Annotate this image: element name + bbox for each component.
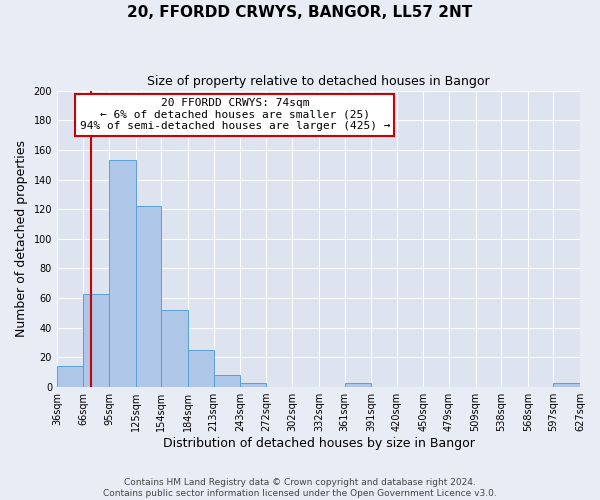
Bar [83, 294, 109, 387]
Bar [136, 206, 161, 387]
Bar [57, 366, 83, 387]
X-axis label: Distribution of detached houses by size in Bangor: Distribution of detached houses by size … [163, 437, 475, 450]
Title: Size of property relative to detached houses in Bangor: Size of property relative to detached ho… [147, 75, 490, 88]
Text: 20, FFORDD CRWYS, BANGOR, LL57 2NT: 20, FFORDD CRWYS, BANGOR, LL57 2NT [127, 5, 473, 20]
Bar [240, 382, 266, 387]
Bar [109, 160, 136, 387]
Bar [214, 375, 240, 387]
Text: 20 FFORDD CRWYS: 74sqm
← 6% of detached houses are smaller (25)
94% of semi-deta: 20 FFORDD CRWYS: 74sqm ← 6% of detached … [80, 98, 390, 131]
Bar [553, 382, 580, 387]
Text: Contains HM Land Registry data © Crown copyright and database right 2024.
Contai: Contains HM Land Registry data © Crown c… [103, 478, 497, 498]
Y-axis label: Number of detached properties: Number of detached properties [15, 140, 28, 338]
Bar [161, 310, 188, 387]
Bar [344, 382, 371, 387]
Bar [188, 350, 214, 387]
